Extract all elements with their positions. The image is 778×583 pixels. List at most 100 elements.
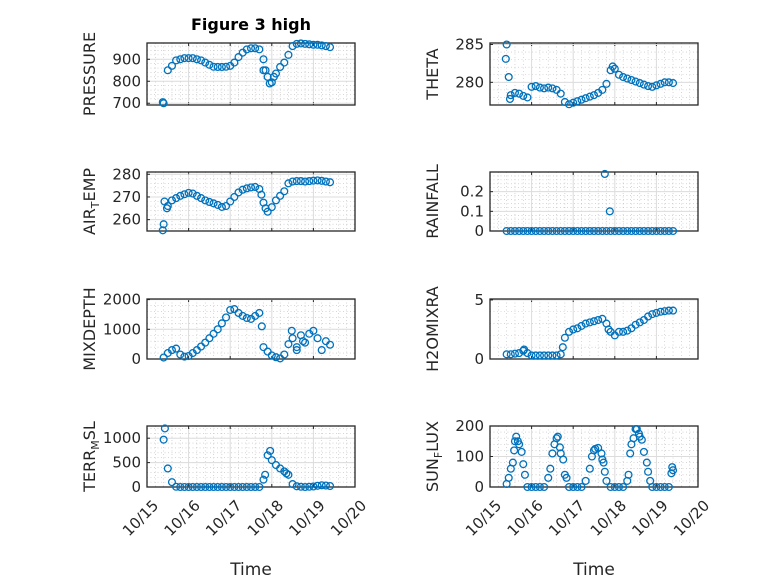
data-point — [506, 91, 515, 100]
data-point — [619, 226, 628, 236]
subplot-rainfall: 0 0.10.2 RAINFALL — [423, 164, 699, 240]
data-point — [163, 66, 172, 75]
data-point — [158, 226, 167, 235]
data-point — [501, 54, 510, 63]
data-point — [605, 207, 614, 216]
data-point — [553, 432, 562, 441]
data-point — [535, 482, 544, 492]
data-point — [648, 226, 657, 236]
y-tick-label: 200 — [455, 417, 484, 435]
data-point — [313, 176, 322, 185]
data-point — [608, 62, 617, 71]
data-point — [159, 99, 168, 108]
data-point — [226, 305, 235, 315]
figure-title: Figure 3 high — [191, 15, 311, 34]
data-point — [167, 61, 177, 70]
data-point — [242, 45, 251, 54]
data-point — [508, 458, 517, 467]
data-point — [205, 334, 214, 343]
data-point — [257, 190, 266, 199]
data-point — [255, 308, 264, 318]
y-label-main: PRESSURE — [80, 32, 99, 116]
data-point — [544, 473, 553, 482]
data-point — [184, 188, 193, 197]
data-point — [292, 346, 301, 355]
axes-layer: 700 800 900 PRESSURE 280 285 THETA 260 270 280 AIR… — [80, 32, 713, 540]
data-point — [515, 226, 524, 236]
data-point — [562, 473, 571, 482]
data-point — [581, 94, 590, 103]
data-point — [598, 85, 607, 94]
data-point — [555, 443, 564, 452]
data-point — [624, 470, 633, 479]
data-point — [560, 333, 569, 342]
data-point — [502, 226, 511, 236]
data-point — [159, 353, 168, 362]
data-point — [504, 72, 513, 82]
data-point — [321, 42, 330, 51]
data-point — [230, 305, 239, 314]
data-point — [265, 79, 274, 88]
data-point — [573, 97, 582, 106]
data-point — [172, 344, 181, 353]
data-point — [163, 464, 172, 473]
y-tick-label: 0.1 — [460, 202, 484, 220]
data-point — [271, 353, 281, 362]
data-point — [192, 482, 201, 492]
data-point — [172, 56, 181, 65]
y-axis-label-theta: THETA — [423, 48, 442, 100]
data-point — [668, 306, 678, 315]
data-point — [259, 475, 268, 484]
data-point — [296, 39, 305, 48]
data-point — [589, 91, 599, 100]
data-point — [172, 194, 181, 203]
data-point — [535, 83, 544, 92]
y-tick-label: 900 — [112, 50, 141, 68]
data-point — [540, 84, 549, 93]
data-point — [648, 310, 657, 319]
data-point — [280, 58, 289, 67]
data-point — [600, 169, 609, 179]
data-point — [656, 226, 665, 236]
data-point — [520, 470, 529, 479]
y-tick-label: 0.2 — [460, 183, 484, 201]
data-point — [159, 435, 168, 444]
data-point — [167, 196, 177, 205]
y-axis-label-rainfall: RAINFALL — [423, 164, 442, 239]
data-point — [556, 226, 565, 236]
data-point — [644, 467, 653, 476]
y-tick-label: 0 — [474, 478, 484, 496]
y-tick-label: 100 — [455, 448, 484, 466]
data-point — [192, 55, 201, 64]
data-point — [238, 185, 247, 194]
y-tick-label: 0 — [131, 350, 141, 368]
data-point — [167, 478, 177, 487]
subplot-pressure: 700 800 900 PRESSURE — [80, 32, 356, 116]
data-point — [544, 226, 553, 236]
y-label-subscript: F — [432, 452, 445, 458]
data-point — [520, 345, 529, 354]
axes-box — [489, 425, 699, 488]
data-point — [313, 481, 322, 490]
data-point — [626, 449, 635, 458]
data-point — [523, 226, 532, 236]
y-label-main: SUN — [423, 458, 442, 492]
y-axis-label-sun-flux: SUNFLUX — [423, 421, 445, 492]
data-point — [158, 98, 167, 107]
data-point — [600, 467, 609, 476]
data-point — [527, 226, 536, 236]
data-point — [505, 94, 515, 104]
y-axis-label-air-temp: AIRTEMP — [80, 168, 102, 235]
data-point — [523, 482, 532, 492]
data-point — [230, 482, 239, 492]
data-point — [502, 40, 511, 49]
data-point — [587, 452, 596, 461]
data-point — [197, 482, 206, 492]
data-point — [635, 79, 644, 88]
x-tick-label: 10/15 — [462, 497, 505, 540]
data-point — [512, 432, 521, 441]
data-point — [602, 476, 611, 485]
data-point — [573, 324, 582, 333]
data-point — [172, 482, 181, 491]
data-point — [317, 176, 326, 185]
